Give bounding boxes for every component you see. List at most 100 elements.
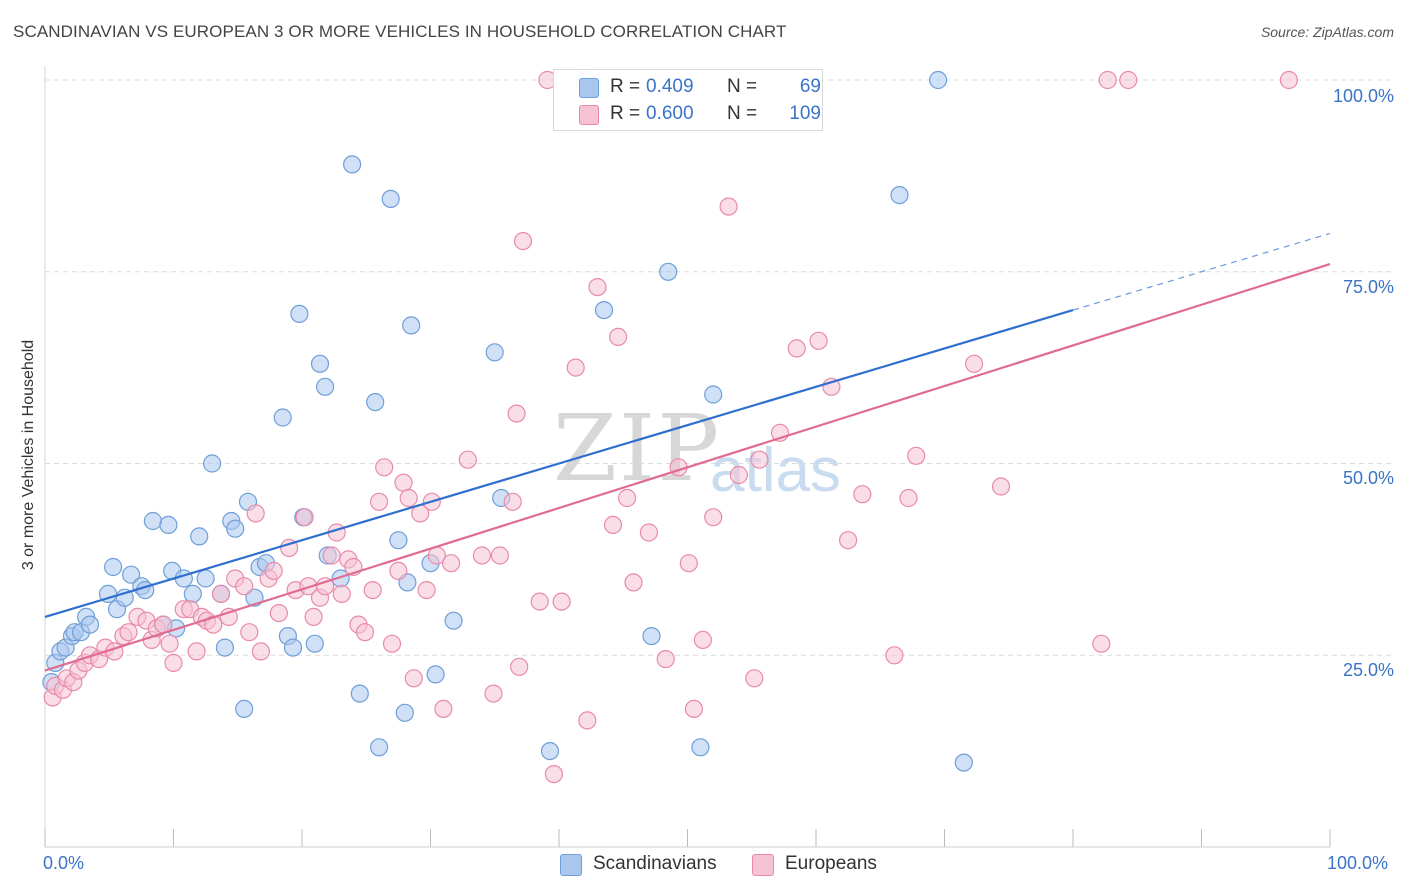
european-point [507, 404, 526, 423]
european-point [745, 669, 764, 688]
european-point [322, 546, 341, 565]
scandinavian-point [691, 738, 710, 757]
european-point [332, 584, 351, 604]
legend-r-label: R = [610, 103, 641, 124]
european-point [316, 577, 335, 596]
source-credit: Source: ZipAtlas.com [1260, 24, 1394, 40]
european-point [1279, 70, 1299, 90]
legend-swatch-pink [752, 854, 774, 876]
european-point [1098, 70, 1117, 90]
european-point [750, 450, 769, 469]
scandinavian-point [402, 316, 421, 335]
scandinavian-point [316, 377, 335, 396]
european-point [490, 546, 509, 565]
european-point [679, 554, 698, 573]
european-point [639, 523, 659, 542]
european-point [704, 508, 723, 527]
european-point [566, 358, 585, 377]
european-point [991, 477, 1011, 496]
scandinavian-point [290, 304, 309, 323]
european-point [899, 488, 918, 508]
y-tick-label-50: 50.0% [1342, 468, 1394, 488]
european-point [246, 504, 265, 523]
chart-title: SCANDINAVIAN VS EUROPEAN 3 OR MORE VEHIC… [13, 22, 787, 41]
legend-label: Europeans [785, 853, 877, 874]
european-point [240, 623, 259, 642]
legend-r-value: 0.409 [646, 76, 694, 97]
european-point [434, 699, 453, 719]
european-point [484, 684, 503, 703]
european-point [608, 327, 628, 346]
scandinavian-point [215, 638, 234, 657]
european-point [389, 561, 408, 581]
scandinavian-point [350, 684, 369, 703]
scandinavian-point [395, 703, 414, 722]
european-point [588, 278, 607, 297]
scandinavian-point [143, 511, 162, 531]
european-point [809, 331, 828, 350]
scandinavian-point [928, 70, 948, 90]
scandinavian-trend-line [44, 309, 1074, 618]
european-point [264, 561, 283, 581]
european-point [160, 634, 179, 653]
european-point [417, 580, 436, 600]
data-points [42, 70, 1299, 784]
scandinavian-point [540, 741, 560, 761]
european-point [885, 646, 904, 665]
european-point [119, 623, 138, 642]
european-point [624, 573, 643, 592]
trend-lines [44, 232, 1331, 672]
european-point [513, 232, 533, 251]
european-point [503, 492, 522, 511]
x-axis [44, 66, 1331, 848]
legend-swatch-blue [579, 78, 599, 98]
european-point [617, 488, 637, 508]
legend-n-label: N = [727, 76, 758, 97]
grid-lines [45, 79, 1395, 656]
european-point [1092, 634, 1111, 653]
european-point [787, 339, 806, 358]
scandinavian-point [273, 408, 292, 427]
european-point [295, 508, 314, 527]
european-point [370, 492, 389, 511]
legend-swatch-pink [579, 105, 599, 125]
scandinavian-point [381, 189, 400, 208]
scandinavian-point [485, 343, 504, 362]
european-point [510, 657, 529, 676]
y-tick-label-25: 25.0% [1342, 660, 1394, 680]
legend-n-label: N = [727, 103, 758, 124]
legend-r-label: R = [610, 76, 641, 97]
european-point [530, 592, 549, 611]
european-point [838, 531, 858, 550]
european-point [729, 465, 749, 485]
european-point [164, 653, 183, 673]
x-tick-label-min: 0.0% [43, 853, 85, 873]
european-point [394, 473, 413, 492]
european-point [363, 580, 382, 600]
european-trend-line [44, 263, 1331, 672]
scandinavian-point [310, 354, 330, 373]
scandinavian-point [366, 393, 385, 412]
european-point [211, 584, 231, 604]
european-point [355, 623, 375, 642]
european-point [251, 642, 270, 661]
european-point [399, 488, 418, 508]
scandinavian-trend-extension [1072, 232, 1331, 311]
scandinavian-point [954, 753, 973, 772]
series-legend: Scandinavians Europeans [0, 853, 1406, 877]
scandinavian-point [235, 699, 254, 719]
scandinavian-point [159, 515, 178, 535]
european-point [656, 649, 675, 669]
european-point [684, 699, 704, 719]
european-point [719, 197, 738, 216]
legend-n-value: 69 [799, 76, 821, 97]
legend-swatch-blue [560, 854, 582, 876]
scandinavian-point [196, 569, 215, 588]
y-tick-label-75: 75.0% [1342, 277, 1394, 297]
scandinavian-point [174, 569, 193, 588]
y-tick-label-100: 100.0% [1332, 86, 1394, 106]
european-point [304, 607, 323, 627]
scandinavian-point [890, 186, 909, 205]
scandinavian-point [226, 519, 245, 538]
scandinavian-point [80, 615, 100, 634]
